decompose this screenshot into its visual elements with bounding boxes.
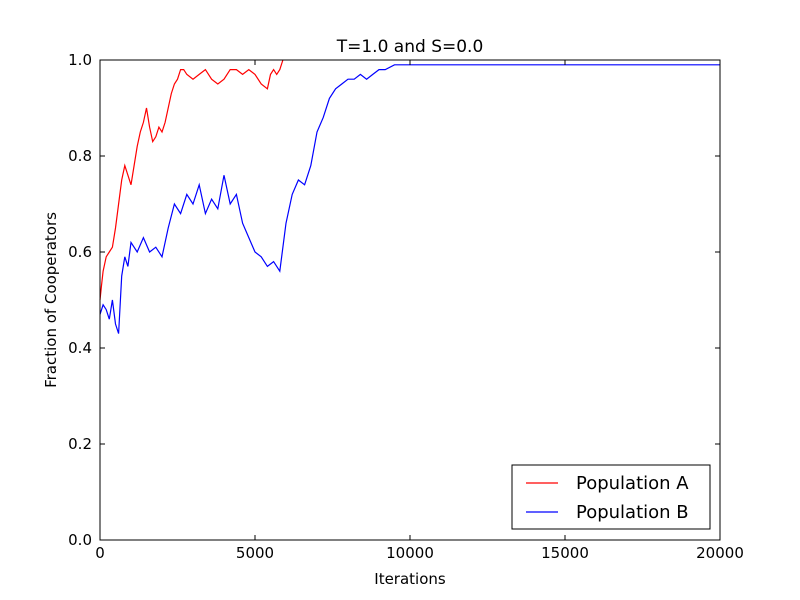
y-tick-label: 0.4 [68,339,92,357]
x-axis-label: Iterations [374,570,446,588]
legend-label-population-b: Population B [576,502,689,523]
x-tick-label: 15000 [541,544,589,562]
legend-label-population-a: Population A [576,473,689,494]
y-tick-label: 0.6 [68,243,92,261]
x-tick-label: 5000 [236,544,274,562]
axis-ticks: 0 5000 10000 15000 20000 0.0 0.2 0.4 0.6 0.8 1.0 [68,51,744,562]
y-tick-label: 0.2 [68,435,92,453]
x-tick-label: 10000 [386,544,434,562]
y-axis-label: Fraction of Cooperators [42,212,60,388]
plot-area [99,59,720,334]
legend-box [511,464,711,530]
legend: Population A Population B [511,464,711,530]
series-line-population-a [99,59,284,301]
series-line-population-b [99,64,720,334]
y-tick-label: 0.8 [68,147,92,165]
y-tick-label: 1.0 [68,51,92,69]
x-tick-label: 20000 [696,544,744,562]
x-tick-label: 0 [95,544,105,562]
chart-title: T=1.0 and S=0.0 [336,37,484,57]
y-tick-label: 0.0 [68,531,92,549]
